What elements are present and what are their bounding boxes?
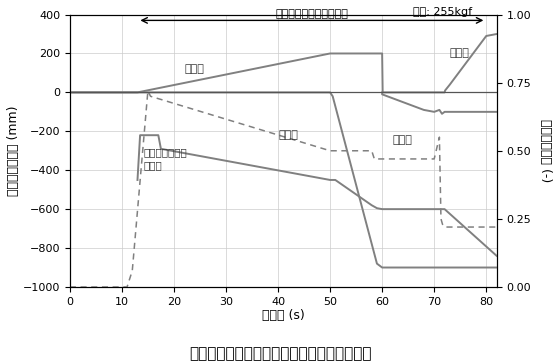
Text: 起　伏: 起 伏 [184,64,204,74]
Y-axis label: シリンダ圧力 (-): シリンダ圧力 (-) [539,119,552,182]
Y-axis label: シリンダの変位 (mm): シリンダの変位 (mm) [7,105,20,196]
X-axis label: 時　間 (s): 時 間 (s) [262,310,305,323]
Text: 積込みのシーケンス動作: 積込みのシーケンス動作 [276,9,348,19]
Text: 昇　降: 昇 降 [450,49,470,58]
Text: 負荷: 255kgf: 負荷: 255kgf [413,7,473,17]
Text: 図３　シーケンス制御による積込みの自動化: 図３ シーケンス制御による積込みの自動化 [189,346,371,361]
Text: ブーム: ブーム [278,130,298,140]
Text: 旋　回: 旋 回 [393,135,412,145]
Text: 起伏用シリンダ
圧　力: 起伏用シリンダ 圧 力 [144,147,188,170]
